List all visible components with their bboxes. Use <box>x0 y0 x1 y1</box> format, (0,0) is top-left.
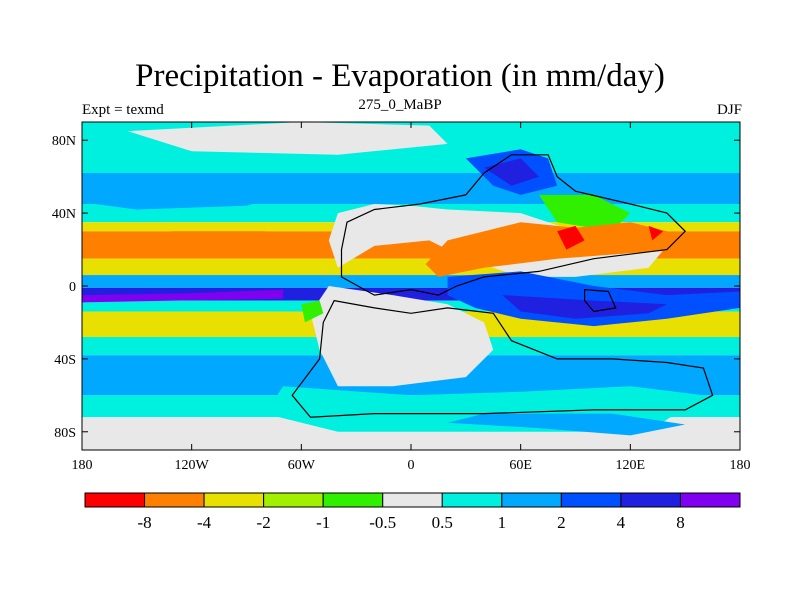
region-arctic-dry <box>127 122 448 155</box>
region-tethys-blue <box>447 271 740 327</box>
y-tick-label: 80S <box>54 426 76 441</box>
map-fill-layer <box>82 122 740 450</box>
region-tethys-orange <box>425 222 686 277</box>
colorbar-box-5 <box>382 492 443 508</box>
colorbar-box-8 <box>560 492 622 508</box>
x-tick-label: 180 <box>72 458 93 473</box>
region-south-polar-blue <box>447 413 686 436</box>
coastline-south-landmass <box>291 299 714 418</box>
y-tick-label: 40S <box>54 353 76 368</box>
region-tethys-deep <box>502 295 667 319</box>
colorbar-label: -1 <box>316 513 330 532</box>
colorbar-box-10 <box>679 492 741 508</box>
region-east-asia-green <box>538 194 631 232</box>
y-tick-label: 80N <box>52 134 76 149</box>
colorbar-label: -2 <box>257 513 271 532</box>
colorbar-box-7 <box>501 492 562 508</box>
colorbar-box-3 <box>263 492 324 508</box>
colorbar-label: -8 <box>137 513 151 532</box>
coastline-north-landmass <box>340 154 687 296</box>
chart-subtitle: 275_0_MaBP <box>358 97 442 113</box>
region-north-pacific-band <box>82 184 284 210</box>
y-tick-label: 40N <box>52 207 76 222</box>
x-tick-label: 180 <box>730 458 751 473</box>
colorbar-label: 2 <box>557 513 566 532</box>
colorbar-box-0 <box>84 492 146 508</box>
colorbar-label: 4 <box>617 513 626 532</box>
colorbar-label: 0.5 <box>432 513 453 532</box>
season-label: DJF <box>716 102 742 118</box>
colorbar: -8 -4 -2 -1 -0.5 0.5 1 2 4 8 <box>84 492 741 532</box>
axis-layer: 180 120W 60W 0 60E 120E 180 80N 40N 0 40S 80S <box>52 122 751 473</box>
zonal-band-6 <box>82 275 740 288</box>
colorbar-label: 8 <box>676 513 685 532</box>
x-tick-label: 60W <box>288 458 316 473</box>
region-gondwana-dry <box>310 286 494 387</box>
coastline-layer <box>291 154 714 418</box>
chart-title: Precipitation - Evaporation (in mm/day) <box>135 58 665 94</box>
x-tick-label: 120E <box>616 458 646 473</box>
colorbar-label: -4 <box>197 513 212 532</box>
x-tick-label: 120W <box>175 458 210 473</box>
coastline-island-chain <box>583 288 617 313</box>
x-tick-label: 60E <box>509 458 532 473</box>
region-tethys-red-2 <box>648 225 664 241</box>
experiment-label: Expt = texmd <box>82 102 164 118</box>
colorbar-box-4 <box>322 492 384 508</box>
region-equatorial-purple <box>82 289 284 303</box>
colorbar-label: 1 <box>498 513 507 532</box>
x-tick-label: 0 <box>408 458 415 473</box>
colorbar-box-9 <box>620 492 681 508</box>
region-pacific-orange-core <box>82 231 302 254</box>
y-tick-label: 0 <box>69 280 76 295</box>
region-siberia-core <box>484 158 539 186</box>
colorbar-box-6 <box>441 492 503 508</box>
colorbar-box-1 <box>144 492 205 508</box>
region-tethys-red-1 <box>557 225 585 250</box>
colorbar-label: -0.5 <box>369 513 396 532</box>
region-gondwana-green-edge <box>301 300 324 323</box>
colorbar-box-2 <box>203 492 265 508</box>
